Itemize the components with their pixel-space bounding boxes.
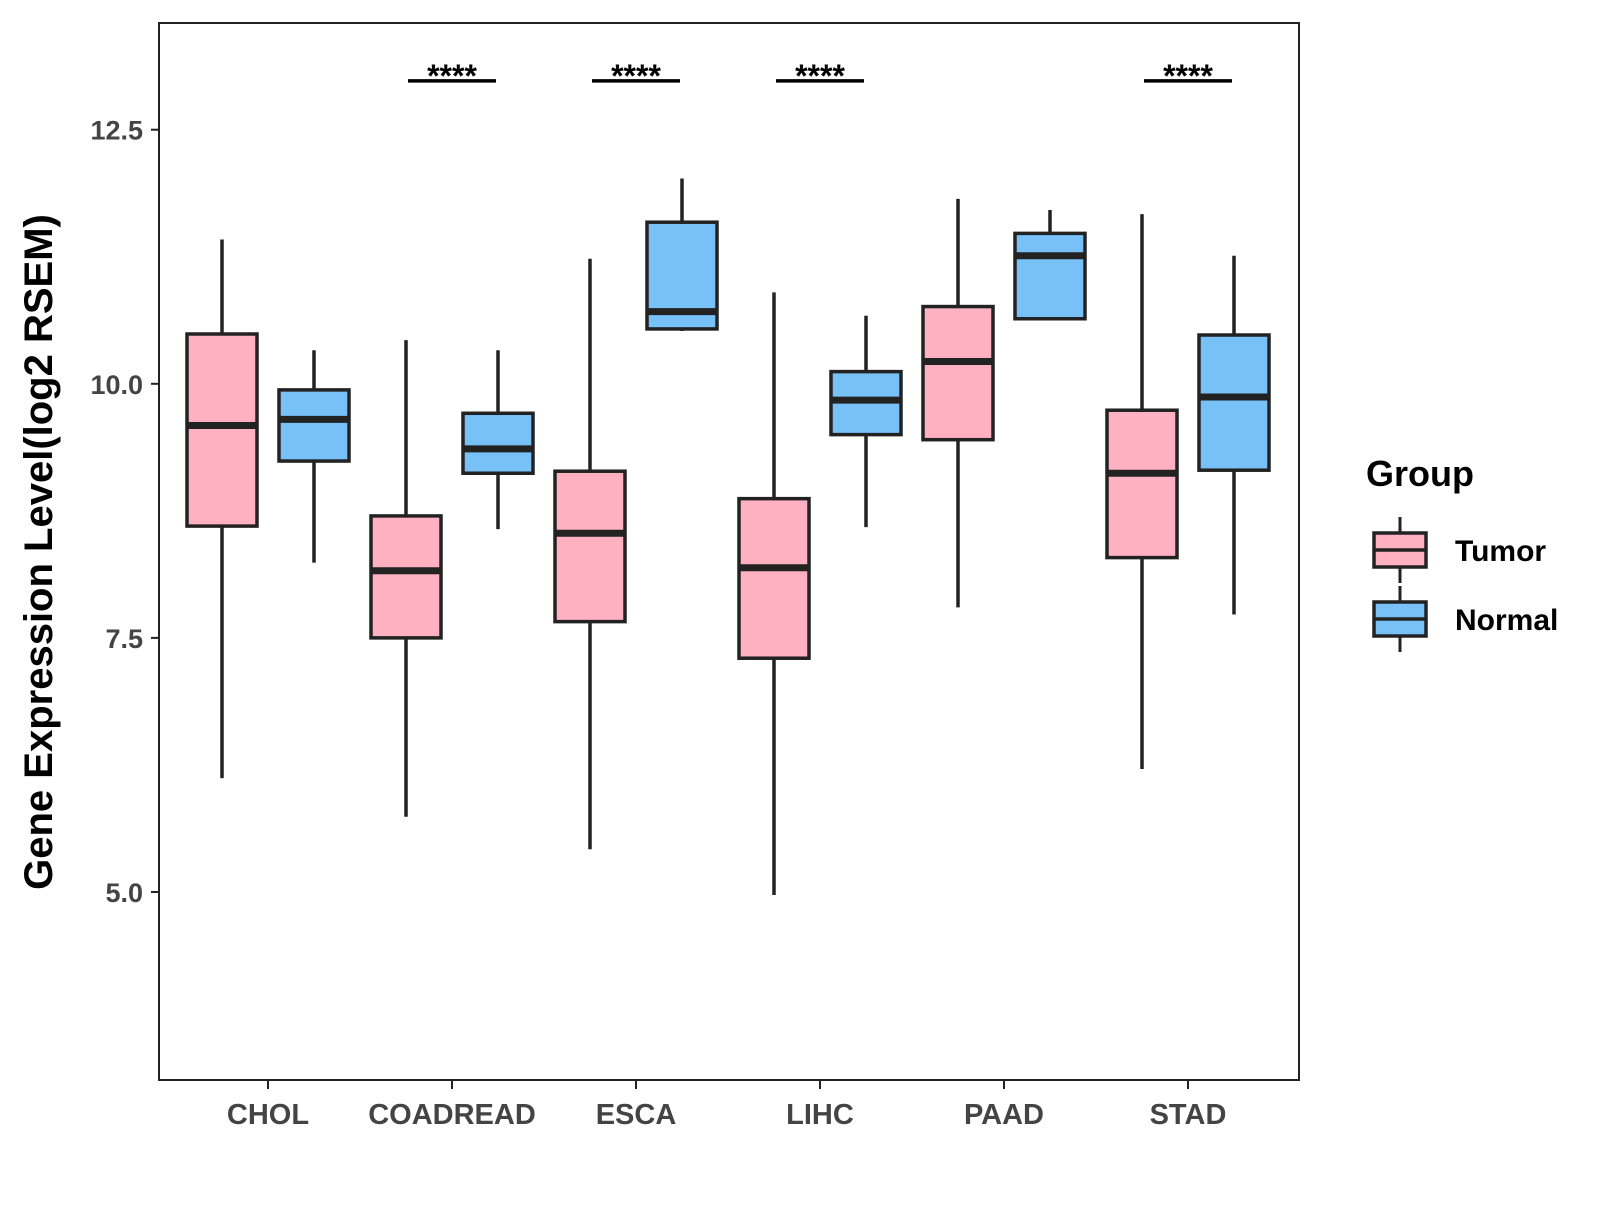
legend-label-normal: Normal — [1455, 604, 1558, 637]
box-body — [461, 411, 535, 475]
x-tick-label-esca: ESCA — [596, 1099, 677, 1131]
significance-label: **** — [795, 58, 845, 94]
x-tick-label-chol: CHOL — [227, 1099, 309, 1131]
y-tick-label: 10.0 — [90, 370, 143, 400]
significance-label: **** — [611, 58, 661, 94]
box-tumor-stad — [1105, 214, 1179, 769]
significance-annotations: **** **** **** **** — [408, 58, 1232, 94]
significance-esca: **** — [592, 58, 680, 94]
legend-title: Group — [1366, 453, 1474, 494]
y-tick-label: 12.5 — [90, 116, 143, 146]
box-tumor-esca — [553, 258, 627, 850]
box-normal-esca — [645, 178, 719, 331]
box-body — [369, 514, 443, 640]
box-tumor-chol — [185, 239, 259, 779]
y-tick-label: 5.0 — [105, 878, 143, 908]
legend: Group Tumor Normal — [1366, 453, 1558, 652]
x-tick-label-stad: STAD — [1150, 1099, 1227, 1131]
legend-label-tumor: Tumor — [1455, 535, 1546, 568]
significance-label: **** — [427, 58, 477, 94]
significance-stad: **** — [1144, 58, 1232, 94]
y-tick-label: 7.5 — [105, 624, 143, 654]
box-body — [1013, 231, 1087, 321]
box-normal-chol — [277, 350, 351, 563]
y-axis-title: Gene Expression Level(log2 RSEM) — [17, 214, 61, 890]
significance-coadread: **** — [408, 58, 496, 94]
box-body — [737, 496, 811, 660]
box-normal-coadread — [461, 350, 535, 530]
box-body — [185, 332, 259, 528]
box-body — [1105, 408, 1179, 560]
box-body — [921, 304, 995, 442]
box-normal-stad — [1197, 255, 1271, 615]
box-tumor-paad — [921, 198, 995, 608]
box-series — [185, 178, 1271, 896]
x-tick-label-lihc: LIHC — [786, 1099, 854, 1131]
box-tumor-coadread — [369, 340, 443, 817]
significance-lihc: **** — [776, 58, 864, 94]
box-body — [277, 388, 351, 463]
box-normal-paad — [1013, 210, 1087, 321]
legend-item-normal: Normal — [1372, 586, 1558, 652]
x-tick-label-coadread: COADREAD — [368, 1099, 536, 1131]
box-normal-lihc — [829, 315, 903, 528]
legend-item-tumor: Tumor — [1372, 517, 1546, 583]
box-body — [1197, 333, 1271, 472]
x-axis: CHOL COADREAD ESCA LIHC PAAD STAD — [227, 1080, 1226, 1131]
box-tumor-lihc — [737, 292, 811, 896]
x-tick-label-paad: PAAD — [964, 1099, 1044, 1131]
y-axis: 5.0 7.5 10.0 12.5 — [90, 116, 159, 908]
box-body — [553, 469, 627, 624]
significance-label: **** — [1163, 58, 1213, 94]
